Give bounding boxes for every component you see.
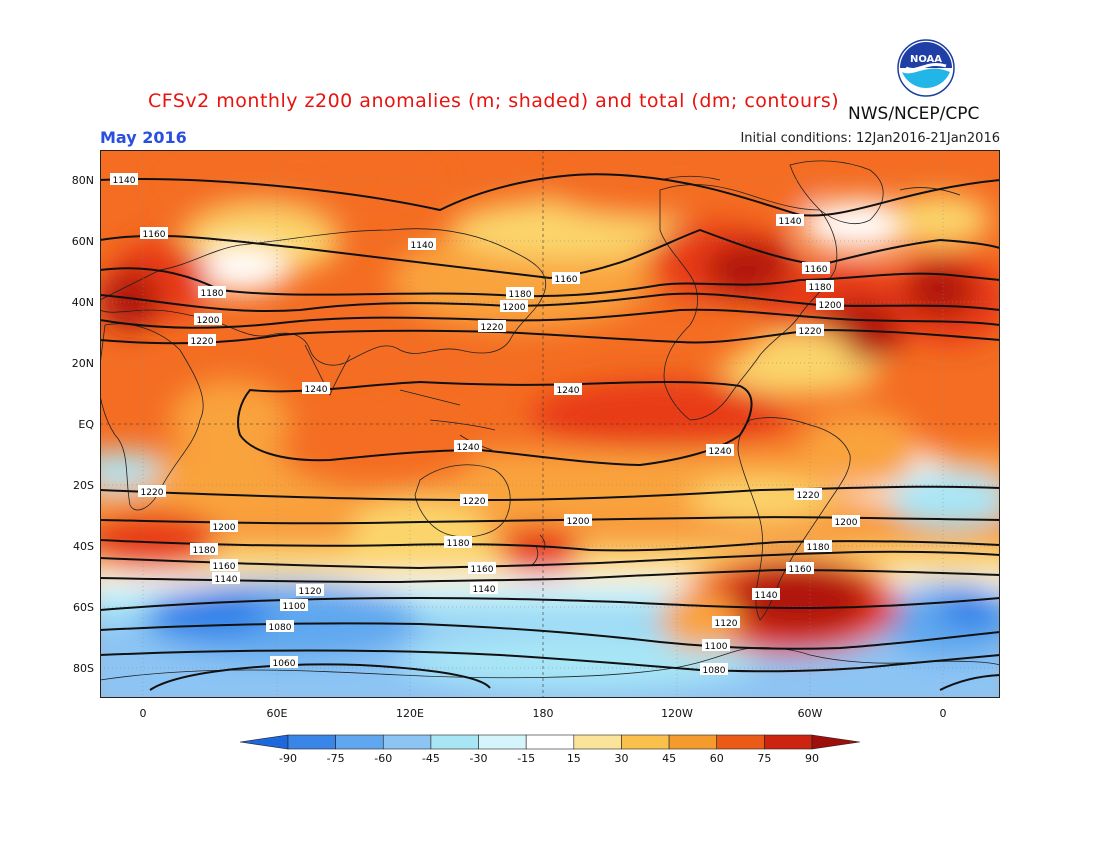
colorbar-cell	[716, 734, 765, 750]
lat-label-20n: 20N	[71, 357, 94, 370]
contour-label: 1140	[411, 241, 434, 251]
contour-label: 1200	[503, 303, 526, 313]
contour-label: 1160	[213, 562, 236, 572]
lon-label-180: 180	[532, 707, 554, 720]
colorbar-cell	[525, 734, 575, 750]
contour-label: 1240	[305, 385, 328, 395]
colorbar-cell	[430, 734, 479, 750]
contour-label: 1240	[457, 443, 480, 453]
contour-label: 1160	[471, 565, 494, 575]
lon-label-0: 0	[139, 707, 147, 720]
valid-month-label: May 2016	[100, 128, 187, 147]
contour-label: 1200	[197, 316, 220, 326]
colorbar-label: -30	[469, 752, 488, 765]
contour-label-layer: 1140 1160 1140 1140 1180 1160 1160 1180 …	[110, 173, 860, 676]
noaa-logo-icon: NOAA	[897, 39, 955, 97]
contour-label: 1180	[809, 283, 832, 293]
page-title: CFSv2 monthly z200 anomalies (m; shaded)…	[148, 90, 840, 112]
lat-label-20s: 20S	[73, 479, 94, 492]
colorbar-label: 30	[614, 752, 629, 765]
contour-label: 1200	[835, 518, 858, 528]
contour-label: 1220	[191, 337, 214, 347]
contour-label: 1120	[715, 619, 738, 629]
lat-label-40n: 40N	[71, 296, 94, 309]
lat-label-60n: 60N	[71, 235, 94, 248]
lon-label-120w: 120W	[661, 707, 693, 720]
contour-label: 1100	[705, 642, 728, 652]
colorbar-cell	[811, 734, 860, 750]
lat-label-80s: 80S	[73, 662, 94, 675]
lon-label-0-east: 0	[939, 707, 947, 720]
contour-label: 1140	[215, 575, 238, 585]
contour-label: 1100	[283, 602, 306, 612]
colorbar-label: -45	[421, 752, 440, 765]
contour-label: 1180	[201, 289, 224, 299]
colorbar-cell	[287, 734, 336, 750]
contour-label: 1140	[473, 585, 496, 595]
colorbar	[240, 734, 860, 750]
contour-label: 1180	[447, 539, 470, 549]
contour-label: 1180	[807, 543, 830, 553]
contour-label: 1080	[269, 623, 292, 633]
colorbar-cell	[478, 734, 527, 750]
colorbar-label: -15	[517, 752, 536, 765]
contour-label: 1140	[779, 217, 802, 227]
anomaly-shading	[100, 155, 1000, 698]
lon-label-60w: 60W	[797, 707, 823, 720]
colorbar-label: 60	[709, 752, 724, 765]
contour-label: 1160	[789, 565, 812, 575]
contour-label: 1160	[555, 275, 578, 285]
lat-label-80n: 80N	[71, 174, 94, 187]
colorbar-cell	[621, 734, 670, 750]
colorbar-label: 90	[805, 752, 819, 765]
lat-label-eq: EQ	[78, 418, 94, 431]
contour-label: 1080	[703, 666, 726, 676]
contour-label: 1220	[141, 488, 164, 498]
colorbar-label: -60	[374, 752, 393, 765]
reference-lines	[100, 150, 1000, 698]
colorbar-label: -75	[326, 752, 345, 765]
organization-label: NWS/NCEP/CPC	[848, 104, 980, 124]
contour-label: 1200	[567, 517, 590, 527]
colorbar-label: 45	[662, 752, 677, 765]
initial-conditions-label: Initial conditions: 12Jan2016-21Jan2016	[740, 131, 1000, 146]
lat-label-40s: 40S	[73, 540, 94, 553]
colorbar-label: 15	[566, 752, 581, 765]
contour-label: 1200	[213, 523, 236, 533]
contour-label: 1120	[299, 587, 322, 597]
lat-label-60s: 60S	[73, 601, 94, 614]
noaa-logo-text: NOAA	[910, 54, 942, 65]
lon-label-60e: 60E	[266, 707, 288, 720]
contour-label: 1220	[797, 491, 820, 501]
anomaly-map: 1140 1160 1140 1140 1180 1160 1160 1180 …	[100, 150, 1000, 698]
contour-label: 1160	[143, 230, 166, 240]
contour-label: 1220	[799, 327, 822, 337]
contour-label: 1180	[193, 546, 216, 556]
contour-label: 1140	[113, 176, 136, 186]
contour-label: 1240	[557, 386, 580, 396]
colorbar-label: 75	[757, 752, 772, 765]
colorbar-label: -90	[279, 752, 297, 765]
contour-label: 1060	[273, 659, 296, 669]
colorbar-cells	[240, 734, 860, 750]
contour-label: 1180	[509, 290, 532, 300]
contour-label: 1160	[805, 265, 828, 275]
colorbar-cell	[668, 734, 718, 750]
lon-label-120e: 120E	[396, 707, 424, 720]
contour-label: 1200	[819, 301, 842, 311]
contour-label: 1240	[709, 447, 732, 457]
contour-label: 1220	[463, 497, 486, 507]
colorbar-cell	[764, 734, 813, 750]
colorbar-cell	[573, 734, 622, 750]
colorbar-cell	[240, 734, 289, 750]
colorbar-cell	[335, 734, 384, 750]
contour-label: 1140	[755, 591, 778, 601]
contour-label: 1220	[481, 323, 504, 333]
colorbar-cell	[382, 734, 432, 750]
